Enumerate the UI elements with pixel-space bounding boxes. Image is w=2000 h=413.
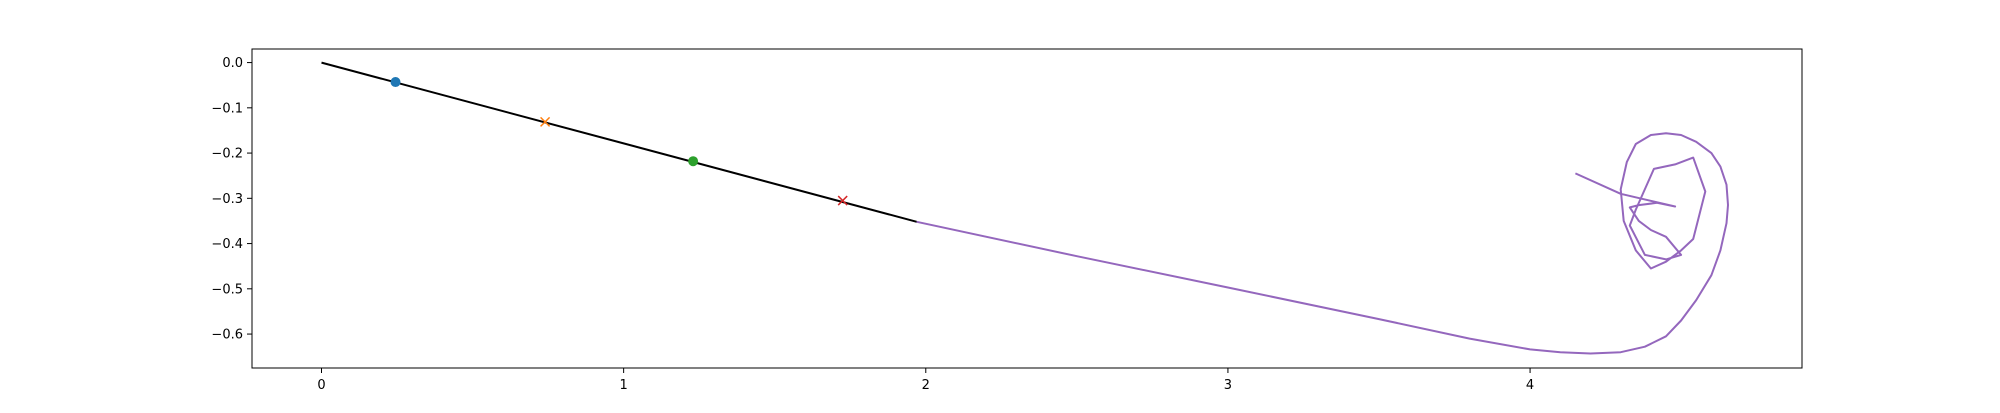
y-tick-label-6: −0.6 <box>211 328 243 343</box>
y-tick-label-2: −0.2 <box>211 147 243 162</box>
x-tick-label-1: 1 <box>619 378 627 393</box>
marker-x-1 <box>540 116 551 127</box>
series-layer <box>321 61 1729 355</box>
x-tick-label-2: 2 <box>922 378 930 393</box>
y-tick-label-1: −0.1 <box>211 101 243 116</box>
y-tick-label-0: 0.0 <box>222 56 243 71</box>
y-tick-label-4: −0.4 <box>211 237 243 252</box>
x-axis: 0 1 2 3 4 <box>317 368 1534 393</box>
series-line-0 <box>321 61 917 223</box>
x-tick-label-0: 0 <box>317 378 325 393</box>
series-line-1 <box>916 132 1729 355</box>
marker-circle-2 <box>688 156 699 167</box>
axes-frame <box>251 48 1803 369</box>
x-tick-label-3: 3 <box>1224 378 1232 393</box>
marker-layer <box>390 77 848 206</box>
y-tick-label-3: −0.3 <box>211 192 243 207</box>
marker-x-3 <box>837 195 848 206</box>
y-axis: 0.0 −0.1 −0.2 −0.3 −0.4 −0.5 −0.6 <box>211 56 252 343</box>
y-tick-label-5: −0.5 <box>211 282 243 297</box>
marker-circle-0 <box>390 77 401 88</box>
x-tick-label-4: 4 <box>1526 378 1534 393</box>
